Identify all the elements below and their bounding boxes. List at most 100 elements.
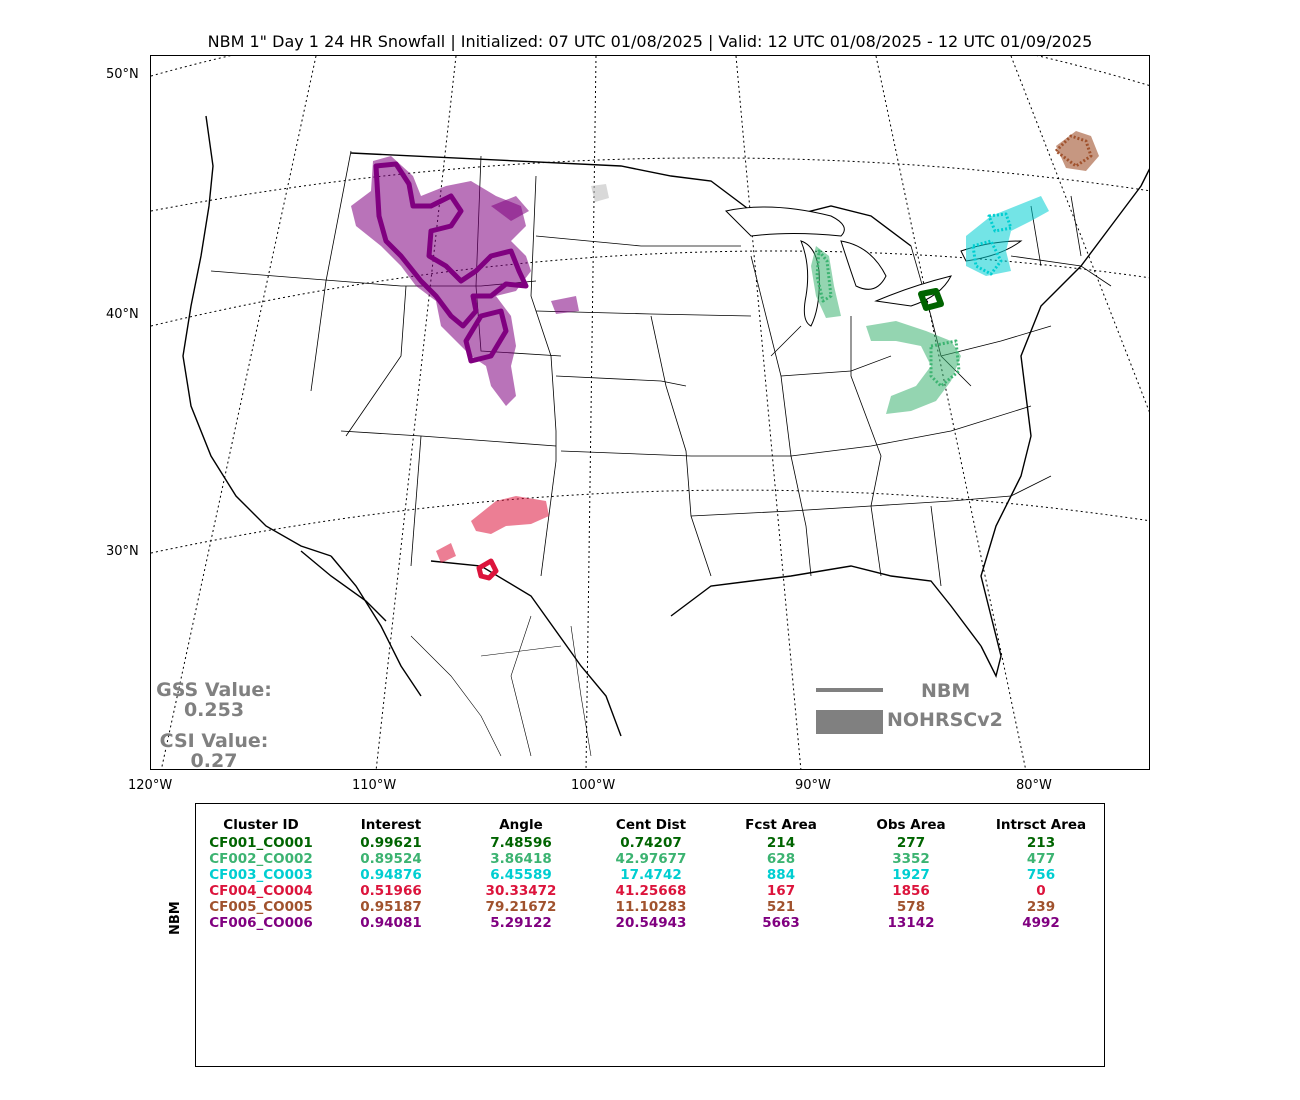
header-angle: Angle (499, 816, 543, 833)
east-coast (980, 168, 1149, 679)
cell-cluster-id: CF001_CO001 (209, 835, 313, 851)
obs-object-cf004-b (436, 543, 456, 563)
gss-value: 0.253 (183, 699, 245, 721)
header-intrsct-area: Intrsct Area (995, 816, 1087, 833)
map-canvas (151, 56, 1149, 769)
fcst-object-cf002-b (929, 339, 961, 388)
table-side-label: NBM (168, 901, 183, 935)
obs-object-cf004 (471, 496, 549, 534)
parallel-30n (151, 489, 1149, 554)
cell-intrsct-area: 0 (1036, 883, 1046, 899)
cell-cent-dist: 0.74207 (620, 835, 682, 851)
lat-label-50: 50°N (106, 67, 139, 82)
csi-label: CSI Value: (159, 730, 269, 752)
csi-value: 0.27 (190, 750, 238, 772)
table-row: CF005_CO005 0.95187 79.21672 11.10283 52… (196, 899, 1106, 915)
obs-object-cf006 (351, 156, 531, 406)
table-row: CF006_CO006 0.94081 5.29122 20.54943 566… (196, 915, 1106, 931)
cell-intrsct-area: 477 (1026, 851, 1056, 867)
mexico-states (410, 615, 592, 757)
baja-coast (330, 555, 422, 697)
cell-fcst-area: 628 (766, 851, 796, 867)
cell-angle: 5.29122 (490, 915, 552, 931)
lat-label-30: 30°N (106, 544, 139, 559)
forecast-snowfall-objects (373, 134, 1093, 581)
fcst-object-cf003-b (987, 212, 1013, 233)
cell-intrsct-area: 239 (1026, 899, 1056, 915)
cell-angle: 30.33472 (485, 883, 557, 899)
west-coast (182, 115, 332, 557)
lon-label-110w: 110°W (352, 778, 397, 793)
cell-obs-area: 1927 (892, 867, 930, 883)
coastline (182, 115, 1149, 737)
gss-label: GSS Value: (156, 679, 272, 701)
cell-fcst-area: 884 (766, 867, 796, 883)
cell-obs-area: 1856 (892, 883, 930, 899)
obs-object-cf006-b (491, 196, 529, 221)
lon-label-120w: 120°W (128, 778, 173, 793)
fcst-object-cf001 (918, 288, 944, 311)
gulf-of-california (300, 550, 387, 622)
cell-cluster-id: CF005_CO005 (209, 899, 313, 915)
header-fcst-area: Fcst Area (745, 816, 817, 833)
cell-cluster-id: CF003_CO003 (209, 867, 313, 883)
fcst-object-cf002-a (815, 249, 833, 303)
fcst-object-cf003-a (971, 239, 1003, 276)
cell-cluster-id: CF004_CO004 (209, 883, 313, 899)
lon-label-90w: 90°W (795, 778, 831, 793)
fcst-object-cf006 (373, 161, 529, 329)
table-row: CF004_CO004 0.51966 30.33472 41.25668 16… (196, 883, 1106, 899)
map-title: NBM 1" Day 1 24 HR Snowfall | Initialize… (207, 32, 1093, 51)
header-obs-area: Obs Area (876, 816, 946, 833)
obs-object-cf002-a (811, 246, 841, 318)
cell-angle: 7.48596 (490, 835, 552, 851)
meridian-85w (1010, 56, 1149, 413)
header-interest: Interest (360, 816, 422, 833)
fcst-object-cf005 (1054, 134, 1093, 168)
cell-interest: 0.95187 (360, 899, 422, 915)
rio-grande-border (430, 560, 622, 737)
obs-object-cf002-b (866, 321, 961, 414)
meridian-100w (585, 56, 597, 769)
cell-intrsct-area: 756 (1026, 867, 1056, 883)
cell-cent-dist: 42.97677 (615, 851, 687, 867)
cell-cluster-id: CF006_CO006 (209, 915, 313, 931)
header-cluster-id: Cluster ID (223, 816, 299, 833)
cell-fcst-area: 167 (766, 883, 796, 899)
header-cent-dist: Cent Dist (615, 816, 687, 833)
cell-angle: 79.21672 (485, 899, 557, 915)
map-panel (150, 55, 1150, 770)
cell-interest: 0.99621 (360, 835, 422, 851)
cell-fcst-area: 5663 (762, 915, 800, 931)
fcst-object-cf004 (476, 558, 499, 581)
parallel-45n-curve (151, 157, 1149, 212)
cell-intrsct-area: 213 (1026, 835, 1056, 851)
parallel-50n (151, 56, 1149, 86)
lon-label-80w: 80°W (1016, 778, 1052, 793)
table-row: CF002_CO002 0.89524 3.86418 42.97677 628… (196, 851, 1106, 867)
stats-table-panel: Cluster ID Interest Angle Cent Dist Fcst… (195, 803, 1105, 1067)
state-boundaries (210, 150, 1112, 587)
cell-interest: 0.94876 (360, 867, 422, 883)
cell-cluster-id: CF002_CO002 (209, 851, 313, 867)
lon-label-100w: 100°W (571, 778, 616, 793)
lake-huron (840, 240, 887, 290)
table-row: CF003_CO003 0.94876 6.45589 17.4742 884 … (196, 867, 1106, 883)
legend-fill-label: NOHRSCv2 (887, 709, 1003, 731)
cell-angle: 3.86418 (490, 851, 552, 867)
lat-label-40: 40°N (106, 307, 139, 322)
obs-object-unmatched (591, 184, 609, 202)
cell-obs-area: 13142 (887, 915, 935, 931)
graticule-meridians (160, 56, 1149, 769)
cell-cent-dist: 11.10283 (615, 899, 687, 915)
fcst-object-cf006-b (463, 308, 509, 364)
cell-fcst-area: 214 (766, 835, 796, 851)
stats-table: Cluster ID Interest Angle Cent Dist Fcst… (196, 814, 1106, 932)
cell-cent-dist: 17.4742 (620, 867, 682, 883)
cell-obs-area: 277 (896, 835, 926, 851)
cell-obs-area: 578 (896, 899, 926, 915)
observed-snowfall-objects (351, 131, 1099, 563)
gulf-coast (670, 565, 982, 647)
legend-fill-swatch (816, 710, 883, 734)
cell-interest: 0.94081 (360, 915, 422, 931)
